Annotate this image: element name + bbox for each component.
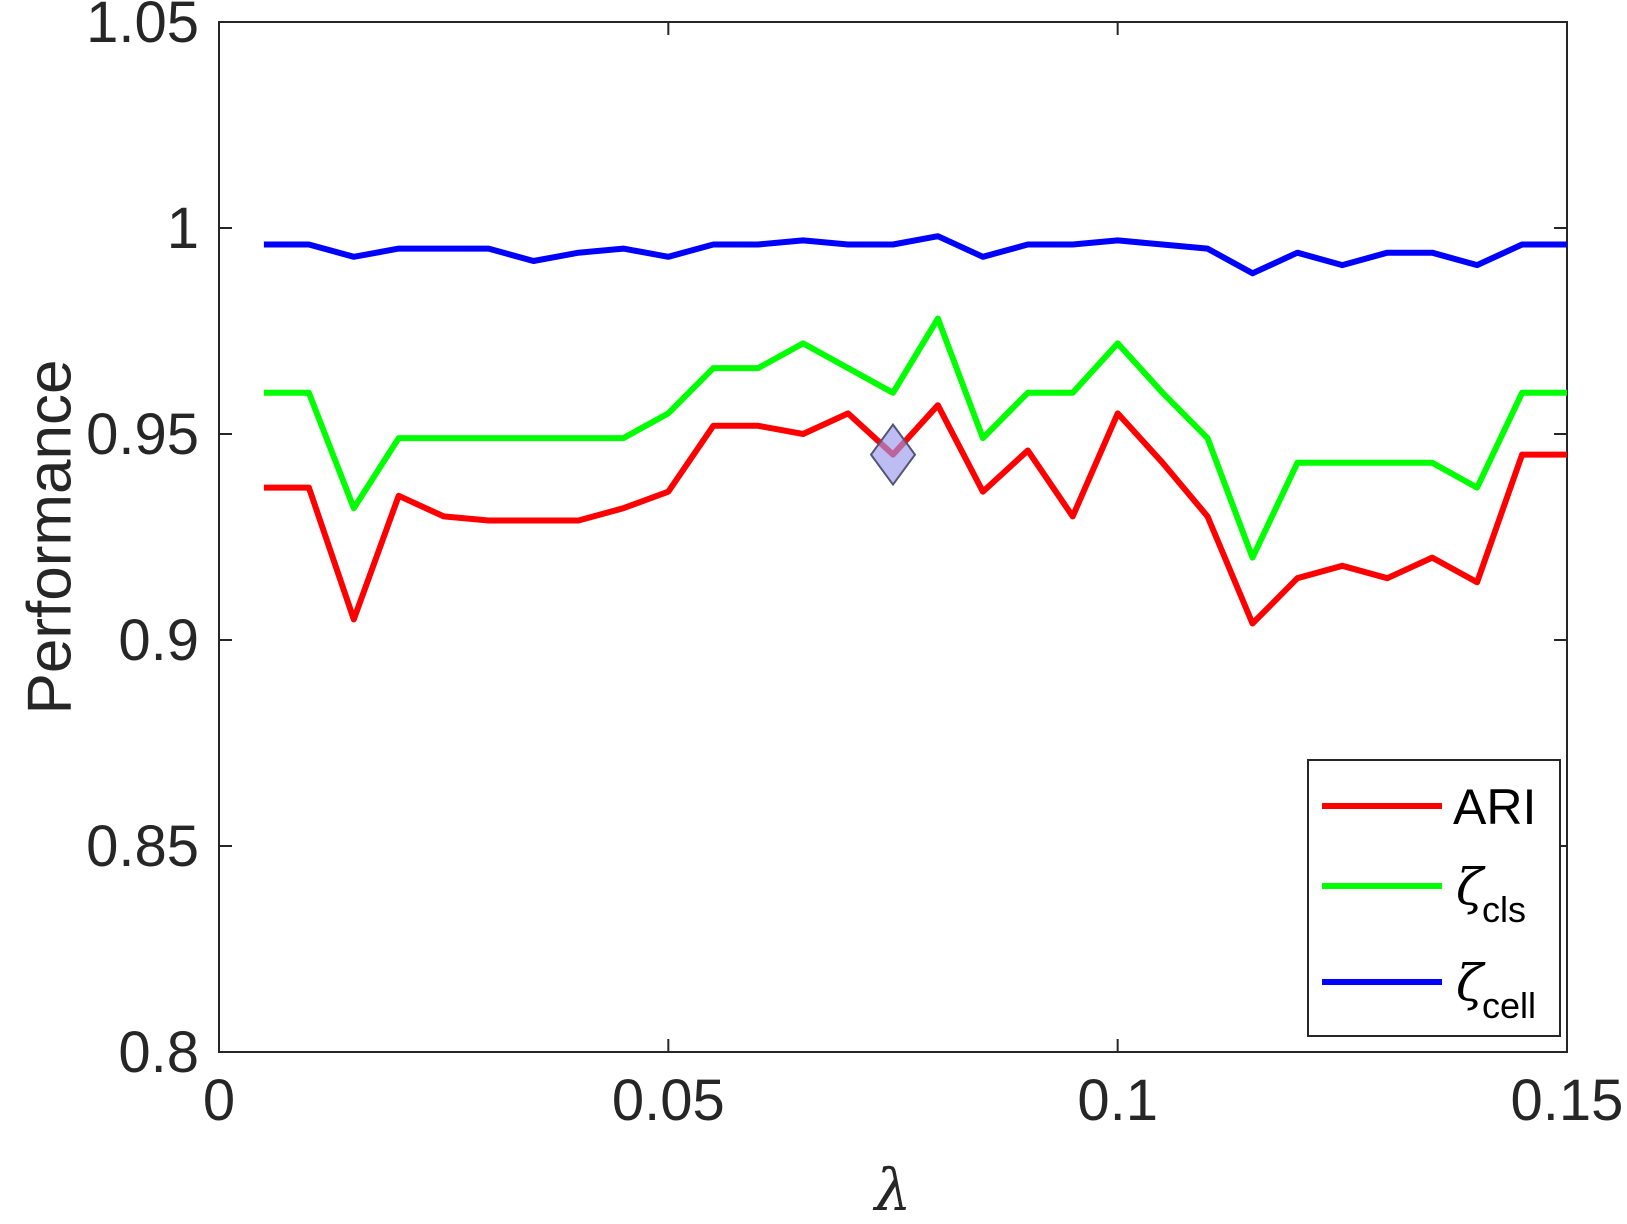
x-tick-label: 0: [203, 1068, 235, 1133]
y-axis-title: Performance: [16, 360, 85, 715]
y-tick-label: 0.8: [118, 1020, 199, 1085]
legend-label: ζ: [1456, 858, 1486, 916]
legend-label: ARI: [1453, 779, 1536, 835]
y-tick-label: 0.85: [86, 814, 199, 879]
highlight-marker-layer: [869, 422, 917, 487]
series-line-cls: [263, 315, 1567, 561]
axis-tick-labels: 0 0.05 0.1 0.15 0.8 0.85 0.9 0.95 1 1.05: [86, 0, 1623, 1133]
legend-label-subscript: cell: [1482, 985, 1536, 1026]
highlight-diamond-marker: [869, 422, 917, 487]
axis-ticks: [218, 21, 1568, 1053]
y-tick-label: 1: [167, 196, 199, 261]
x-tick-label: 0.1: [1077, 1068, 1158, 1133]
series-line-cell: [263, 233, 1567, 277]
x-tick-label: 0.15: [1511, 1068, 1624, 1133]
x-axis-title: λ: [873, 1156, 912, 1224]
legend-label-subscript: cls: [1482, 889, 1526, 930]
y-tick-label: 1.05: [86, 0, 199, 55]
y-tick-label: 0.95: [86, 402, 199, 467]
series-line-ari: [263, 402, 1567, 627]
legend-label: ζ: [1456, 954, 1486, 1012]
x-tick-label: 0.05: [612, 1068, 725, 1133]
series-lines: [263, 233, 1567, 627]
y-tick-label: 0.9: [118, 608, 199, 673]
